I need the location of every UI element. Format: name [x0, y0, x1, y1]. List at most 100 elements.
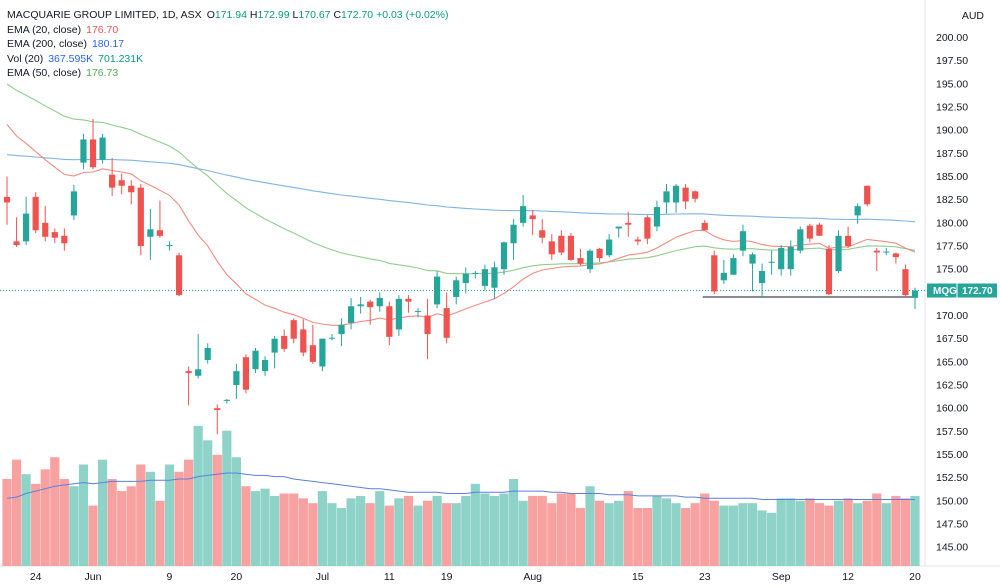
ema200-line: [6, 154, 916, 223]
candle-body: [854, 206, 861, 216]
volume-bar: [241, 486, 251, 566]
candle-body: [816, 224, 823, 236]
volume-bar: [88, 505, 98, 566]
volume-bar: [805, 498, 815, 566]
candle-body: [3, 196, 11, 203]
volume-bar: [126, 486, 136, 566]
volume-bar: [614, 500, 624, 566]
candle-body: [204, 347, 211, 361]
candle-body: [835, 235, 842, 272]
candle-body: [395, 298, 402, 330]
y-tick-label: 185.00: [936, 171, 968, 183]
volume-bar: [298, 498, 308, 566]
price-tag-text: 172.70: [962, 286, 993, 297]
low-value: 170.67: [298, 9, 331, 21]
candle-body: [300, 329, 307, 353]
x-tick-label: 15: [632, 571, 644, 583]
candle-body: [730, 258, 737, 275]
candle-body: [692, 191, 699, 199]
candle-body: [653, 207, 661, 227]
candle-body: [596, 248, 603, 259]
volume-bar: [403, 495, 414, 566]
legend-volume[interactable]: Vol (20) 367.595K 701.231K: [7, 52, 448, 67]
volume-bar: [833, 500, 844, 566]
volume-ma-line: [6, 472, 915, 500]
legend-ema200[interactable]: EMA (200, close) 180.17: [7, 37, 448, 52]
candle-body: [70, 191, 78, 216]
volume-bar: [537, 495, 547, 566]
candle-body: [405, 298, 412, 302]
volume-bar: [480, 493, 490, 566]
volume-bar: [365, 503, 375, 566]
candle-body: [701, 222, 708, 231]
x-tick-label: Aug: [523, 571, 542, 583]
volume-bar: [585, 486, 595, 566]
candle-body: [13, 241, 20, 246]
y-tick-label: 197.50: [936, 55, 968, 67]
volume-bar: [346, 498, 356, 566]
legend-ema20[interactable]: EMA (20, close) 176.70: [7, 23, 448, 38]
volume-bar: [270, 495, 280, 566]
volume-bar: [900, 498, 911, 566]
candle-body: [32, 196, 39, 231]
volume-bar: [566, 493, 576, 566]
volume-bar: [461, 495, 471, 566]
y-tick-label: 165.00: [936, 356, 968, 368]
candle-body: [500, 242, 508, 270]
price-tag-bg: [927, 283, 997, 298]
volume-bar: [652, 495, 662, 566]
volume-bar: [69, 486, 79, 566]
candle-body: [147, 229, 154, 237]
y-tick-label: 167.50: [936, 333, 968, 345]
candle-body: [663, 191, 670, 203]
ema50-value: 176.73: [86, 67, 119, 79]
volume-bar: [862, 500, 872, 566]
y-tick-label: 190.00: [936, 125, 968, 137]
candle-body: [510, 224, 517, 244]
legend-ema50[interactable]: EMA (50, close) 176.73: [7, 66, 448, 81]
candle-body: [720, 272, 727, 281]
candle-body: [892, 253, 899, 258]
volume-bar: [757, 510, 767, 566]
candle-body: [453, 280, 460, 297]
candle-body: [481, 269, 488, 286]
volume-bar: [422, 500, 433, 566]
y-tick-label: 187.50: [936, 148, 968, 160]
candle-body: [844, 235, 852, 247]
candle-body: [529, 215, 536, 220]
candle-body: [739, 231, 747, 251]
candle-body: [606, 239, 613, 256]
symbol-title: MACQUARIE GROUP LIMITED, 1D, ASX: [7, 9, 202, 21]
volume-bar: [633, 508, 643, 566]
volume-bar: [356, 495, 366, 566]
candle-body: [128, 185, 135, 193]
candle-body: [118, 180, 125, 186]
ema20-value: 176.70: [86, 23, 119, 36]
ema50-label: EMA (50, close): [7, 67, 82, 79]
volume-bar: [11, 459, 22, 566]
candle-body: [252, 350, 259, 370]
volume-bar: [594, 500, 605, 566]
chart-legend: MACQUARIE GROUP LIMITED, 1D, ASX O171.94…: [7, 8, 448, 81]
candle-body: [424, 315, 431, 335]
candle-body: [242, 357, 250, 390]
y-tick-label: 192.50: [936, 102, 968, 114]
candle-body: [357, 304, 364, 307]
volume-bar: [136, 464, 146, 566]
ema200-value: 180.17: [91, 38, 125, 50]
volume-bar: [910, 495, 920, 566]
volume-bar: [107, 479, 117, 566]
y-tick-label: 150.00: [936, 495, 968, 507]
volume-bar: [776, 498, 786, 566]
volume-bar: [728, 505, 738, 566]
y-tick-label: 160.00: [936, 403, 968, 415]
candle-body: [625, 222, 632, 225]
candle-body: [347, 306, 355, 323]
candle-body: [328, 337, 336, 339]
candle-body: [156, 230, 164, 236]
y-tick-label: 200.00: [936, 32, 968, 44]
volume-bar: [499, 493, 509, 566]
x-tick-label: 24: [30, 571, 42, 583]
candle-body: [548, 241, 555, 255]
